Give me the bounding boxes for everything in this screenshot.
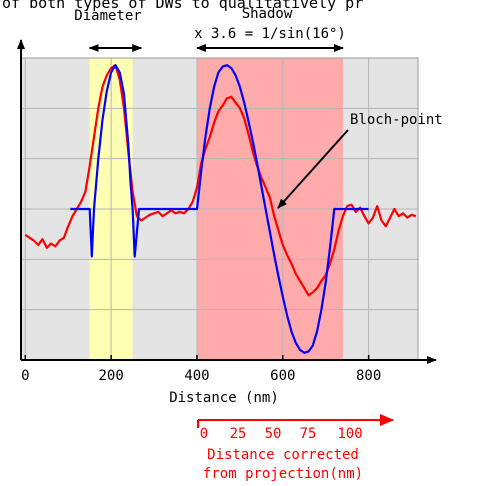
x-tick-label: 0 bbox=[21, 368, 29, 384]
axes: 0 200 400 600 800 bbox=[17, 39, 437, 384]
corrected-label-line1: Distance corrected bbox=[207, 447, 359, 463]
x-tick-label: 800 bbox=[356, 368, 381, 384]
corrected-tick-label: 100 bbox=[337, 426, 362, 442]
shadow-formula-label: x 3.6 = 1/sin(16°) bbox=[194, 26, 346, 42]
bloch-point-arrow bbox=[277, 129, 349, 209]
corrected-tick-label: 75 bbox=[300, 426, 317, 442]
x-tick-label: 200 bbox=[98, 368, 123, 384]
corrected-label-line2: from projection(nm) bbox=[203, 466, 363, 482]
x-tick-label: 400 bbox=[184, 368, 209, 384]
series-line-0 bbox=[24, 64, 417, 297]
corrected-axis: 0 25 50 75 100 bbox=[197, 414, 394, 442]
x-axis-label: Distance (nm) bbox=[169, 390, 279, 406]
x-tick-label: 600 bbox=[270, 368, 295, 384]
top-cut-text: of both types of DWs to qualitatively pr bbox=[2, 0, 363, 12]
series-line-1 bbox=[70, 64, 369, 354]
corrected-tick-label: 25 bbox=[230, 426, 247, 442]
shadow-label: Shadow bbox=[242, 6, 293, 22]
annotation-arrows bbox=[88, 44, 349, 209]
corrected-tick-label: 50 bbox=[265, 426, 282, 442]
series-group bbox=[24, 64, 417, 354]
bloch-point-label: Bloch-point bbox=[350, 112, 443, 128]
diameter-label: Diameter bbox=[74, 8, 141, 24]
corrected-tick-label: 0 bbox=[200, 426, 208, 442]
